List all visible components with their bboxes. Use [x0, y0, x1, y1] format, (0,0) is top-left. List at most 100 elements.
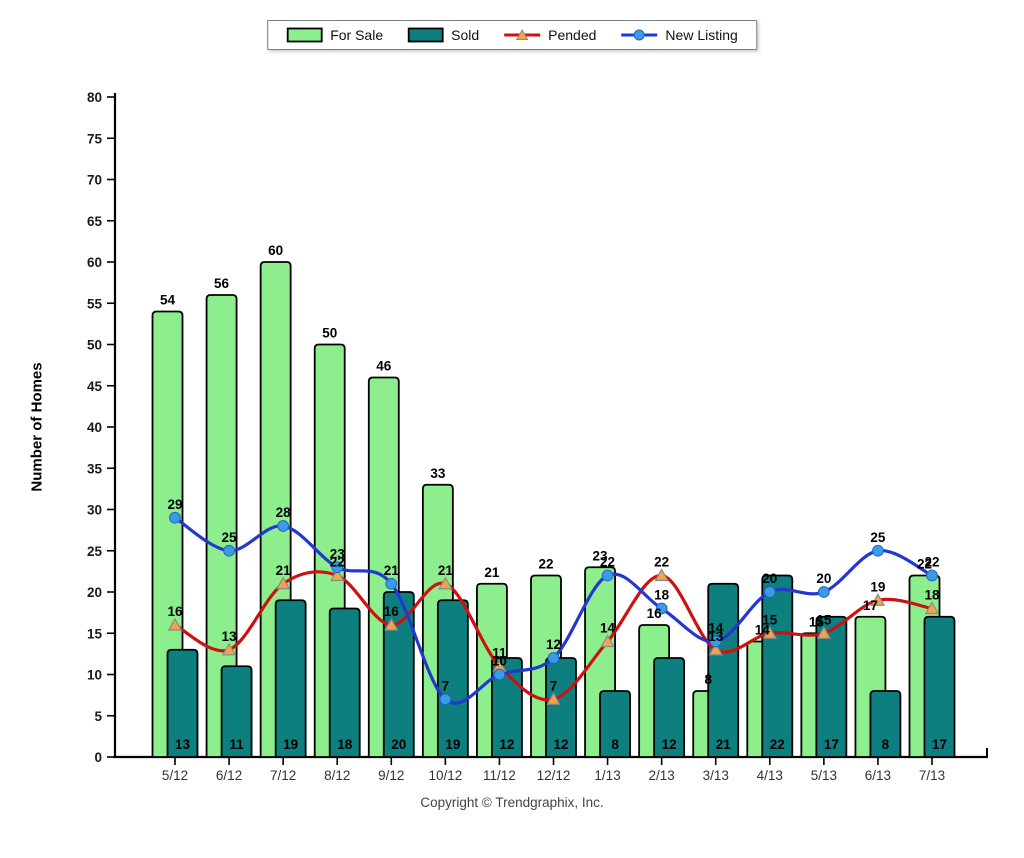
svg-text:11: 11 [229, 737, 244, 752]
svg-text:19: 19 [445, 737, 460, 752]
for-sale-bar [205, 294, 238, 758]
svg-text:8: 8 [704, 672, 712, 687]
svg-text:14: 14 [708, 621, 724, 636]
svg-text:22: 22 [654, 555, 669, 570]
new-listing-marker-icon [169, 511, 181, 524]
new-listing-marker-icon [709, 635, 722, 648]
sold-bar [328, 607, 361, 758]
svg-text:15: 15 [816, 612, 832, 627]
svg-text:7: 7 [550, 678, 558, 693]
svg-text:15: 15 [87, 626, 103, 641]
svg-text:35: 35 [87, 461, 103, 476]
svg-text:75: 75 [87, 131, 103, 146]
svg-text:45: 45 [87, 379, 103, 394]
svg-text:8/12: 8/12 [324, 768, 350, 783]
svg-text:60: 60 [268, 243, 283, 258]
svg-text:28: 28 [276, 505, 292, 520]
svg-text:56: 56 [214, 276, 230, 291]
svg-text:19: 19 [870, 579, 885, 594]
value-labels: 5413162956111325601921285018222346201621… [160, 243, 947, 752]
sold-bar [707, 582, 740, 758]
svg-text:12: 12 [499, 737, 514, 752]
new-listing-marker-icon [655, 602, 668, 615]
svg-text:15: 15 [762, 612, 778, 627]
new-listing-marker-icon [601, 569, 614, 582]
svg-text:4/13: 4/13 [757, 768, 783, 783]
svg-text:17: 17 [932, 737, 947, 752]
legend-item-for-sale: For Sale [286, 27, 383, 43]
svg-text:21: 21 [276, 563, 292, 578]
copyright-text: Copyright © Trendgraphix, Inc. [420, 795, 604, 810]
svg-text:8: 8 [882, 737, 890, 752]
sold-bar [274, 599, 307, 758]
new-listing-marker-icon [763, 586, 776, 598]
pended-marker-icon [438, 576, 453, 590]
svg-text:22: 22 [924, 555, 939, 570]
new-listing-markers [169, 511, 938, 706]
svg-text:21: 21 [716, 737, 732, 752]
svg-text:14: 14 [600, 621, 616, 636]
svg-text:22: 22 [600, 555, 615, 570]
y-axis-ticks: 0 5 10 15 20 25 30 35 40 45 50 55 60 65 70 75 80 [87, 90, 115, 765]
pended-marker-icon [816, 626, 832, 639]
x-axis-ticks: 5/12 6/12 7/12 8/12 9/12 10/12 11/12 12/12 1/13 2… [162, 757, 945, 783]
svg-text:46: 46 [376, 359, 392, 374]
svg-text:21: 21 [438, 563, 454, 578]
svg-text:30: 30 [87, 503, 102, 518]
pended-marker-icon [600, 634, 615, 648]
svg-text:18: 18 [654, 588, 670, 603]
pended-marker-icon [275, 576, 291, 590]
svg-text:23: 23 [330, 546, 346, 561]
pended-marker-icon [762, 626, 778, 639]
svg-text:29: 29 [167, 497, 182, 512]
svg-text:16: 16 [384, 604, 400, 619]
svg-text:6/12: 6/12 [216, 768, 242, 783]
sold-bar [436, 599, 469, 758]
svg-text:16: 16 [647, 606, 663, 621]
pended-marker-icon [167, 617, 183, 631]
new-listing-swatch-icon [620, 27, 658, 43]
pended-marker-icon [654, 568, 669, 582]
pended-marker-icon [384, 617, 399, 631]
svg-text:11: 11 [492, 645, 507, 660]
svg-text:20: 20 [87, 585, 102, 600]
new-listing-marker-icon [331, 561, 344, 574]
new-listing-marker-icon [439, 693, 452, 706]
svg-text:12/12: 12/12 [537, 768, 571, 783]
sold-bar [653, 657, 686, 758]
svg-text:5/12: 5/12 [162, 768, 188, 783]
svg-text:65: 65 [87, 214, 103, 229]
svg-text:7/13: 7/13 [919, 768, 945, 783]
svg-text:8: 8 [611, 737, 619, 752]
new-listing-marker-icon [277, 520, 290, 532]
svg-text:14: 14 [755, 623, 771, 638]
pended-marker-icon [924, 601, 940, 615]
svg-text:20: 20 [391, 737, 406, 752]
sold-bar [869, 690, 902, 758]
new-listing-marker-icon [547, 652, 560, 664]
svg-text:17: 17 [863, 598, 878, 613]
pended-marker-icon [329, 568, 345, 582]
svg-text:21: 21 [384, 563, 400, 578]
svg-text:12: 12 [546, 637, 561, 652]
svg-text:15: 15 [809, 614, 825, 629]
sold-bar [382, 591, 415, 758]
sold-bar [166, 648, 199, 758]
svg-text:33: 33 [430, 466, 446, 481]
svg-text:10/12: 10/12 [428, 768, 462, 783]
svg-text:13: 13 [222, 629, 238, 644]
pended-marker-icon [870, 593, 886, 606]
svg-text:25: 25 [870, 530, 886, 545]
new-listing-marker-icon [493, 668, 506, 681]
new-listing-marker-icon [817, 586, 830, 598]
svg-text:22: 22 [770, 737, 785, 752]
svg-text:10: 10 [87, 668, 102, 683]
pended-marker-icon [221, 642, 237, 656]
svg-text:25: 25 [222, 530, 238, 545]
new-listing-marker-icon [926, 569, 938, 582]
svg-text:19: 19 [283, 737, 298, 752]
svg-text:18: 18 [337, 737, 353, 752]
svg-text:7/12: 7/12 [270, 768, 296, 783]
svg-text:12: 12 [553, 737, 568, 752]
